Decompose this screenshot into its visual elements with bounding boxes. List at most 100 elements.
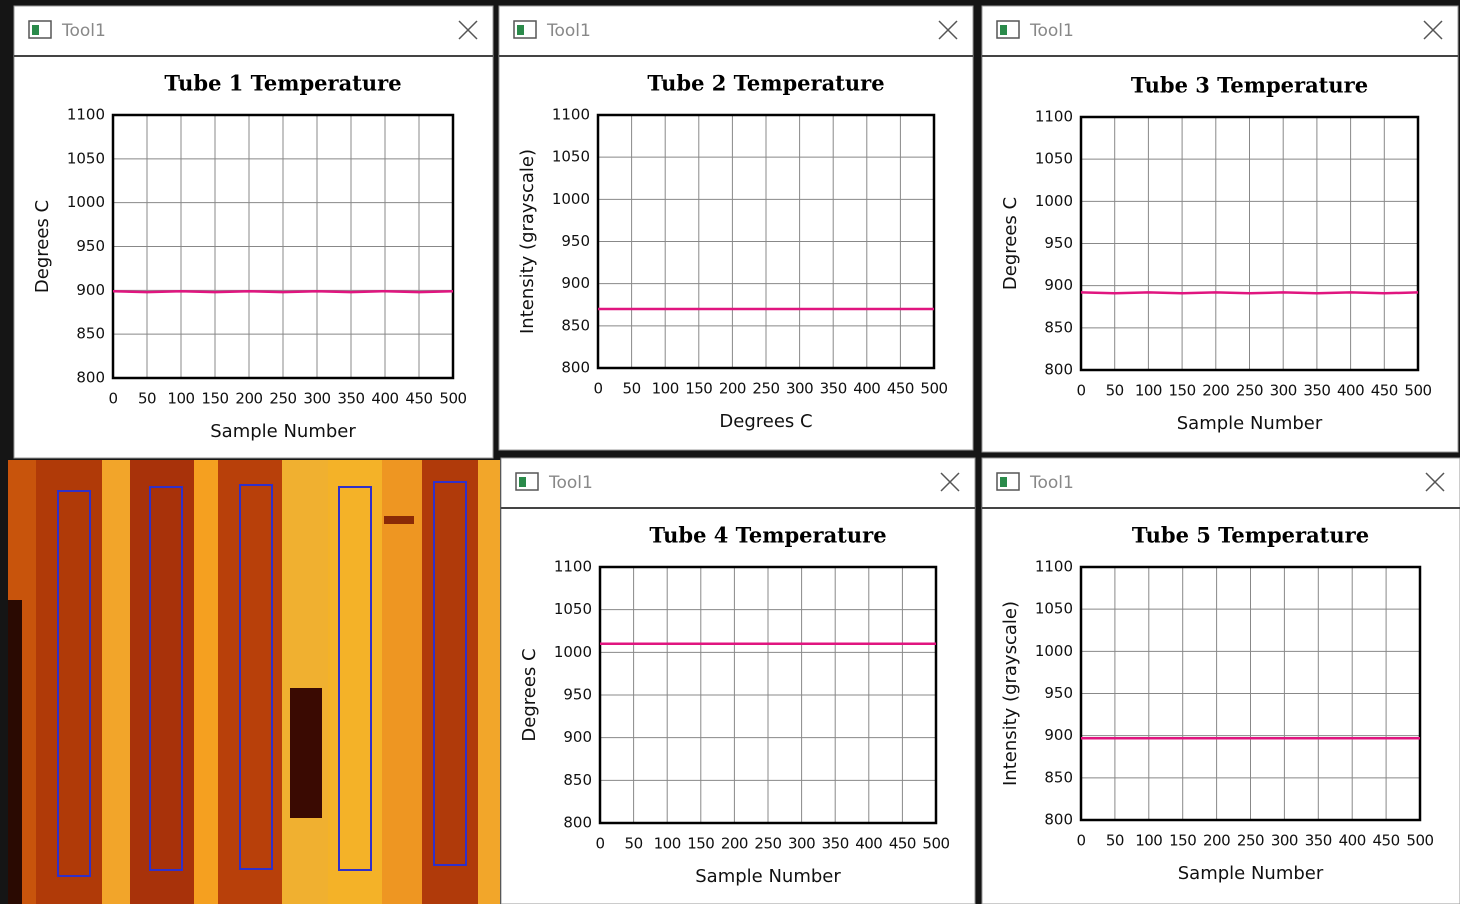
y-tick-label: 1100 [1035,108,1073,126]
y-tick-label: 1100 [67,106,105,124]
x-tick-label: 400 [1339,832,1366,850]
window-title: Tool1 [61,21,106,41]
x-tick-label: 350 [820,380,847,398]
x-tick-label: 50 [623,380,641,398]
y-tick-label: 850 [563,771,592,789]
close-icon [940,472,960,492]
image-stripe [478,460,500,904]
y-tick-label: 850 [76,325,105,343]
window-icon [519,477,526,487]
chart: Tube 3 Temperature8008509009501000105011… [1000,73,1432,435]
close-button[interactable] [940,472,960,492]
y-tick-label: 950 [76,237,105,255]
x-tick-label: 0 [593,380,602,398]
close-button[interactable] [458,20,478,40]
x-tick-label: 50 [625,835,643,853]
y-tick-label: 900 [76,281,105,299]
y-tick-label: 850 [561,316,590,334]
x-tick-label: 400 [855,835,882,853]
y-tick-label: 1000 [1035,192,1073,210]
x-tick-label: 200 [721,835,748,853]
x-tick-label: 450 [889,835,916,853]
chart-title: Tube 3 Temperature [1131,73,1368,98]
y-tick-label: 900 [563,728,592,746]
y-tick-label: 850 [1044,318,1073,336]
data-line [1080,291,1419,295]
y-tick-label: 1000 [554,643,592,661]
y-tick-label: 800 [561,359,590,377]
y-tick-label: 950 [561,232,590,250]
chart-title: Tube 1 Temperature [164,71,401,96]
roi-box [239,484,273,870]
y-tick-label: 950 [1044,234,1073,252]
close-button[interactable] [1423,20,1443,40]
x-tick-label: 250 [1236,382,1263,400]
x-tick-label: 450 [1371,382,1398,400]
plot-frame [111,113,455,380]
chart: Tube 4 Temperature8008509009501000105011… [519,523,950,888]
x-axis-label: Sample Number [695,866,841,887]
y-tick-label: 1050 [554,600,592,618]
window-title: Tool1 [548,473,593,493]
x-tick-label: 450 [405,390,432,408]
x-tick-label: 500 [920,380,947,398]
close-icon [1425,472,1445,492]
thermal-image [8,460,500,904]
chart-title: Tube 5 Temperature [1132,523,1369,548]
window-icon [517,25,524,35]
x-tick-label: 450 [1373,832,1400,850]
plot-frame [598,565,938,825]
x-tick-label: 500 [439,390,466,408]
x-tick-label: 200 [1203,832,1230,850]
image-stripe [422,460,478,904]
plot-frame [1079,115,1420,372]
plot-frame [596,113,936,370]
x-tick-label: 400 [1337,382,1364,400]
x-tick-label: 350 [822,835,849,853]
x-axis-label: Sample Number [1177,413,1323,434]
y-axis-label: Degrees C [519,648,540,741]
image-stripe [290,688,322,818]
y-tick-label: 900 [1044,276,1073,294]
x-tick-label: 250 [752,380,779,398]
close-icon [1423,20,1443,40]
x-tick-label: 150 [1169,832,1196,850]
image-stripe [102,460,130,904]
y-tick-label: 850 [1044,768,1073,786]
window-frame [498,5,974,451]
x-tick-label: 200 [235,390,262,408]
y-tick-label: 800 [1044,811,1073,829]
image-stripe [328,460,382,904]
y-tick-label: 1100 [1035,558,1073,576]
x-tick-label: 150 [685,380,712,398]
x-tick-label: 150 [201,390,228,408]
image-stripe [282,460,328,904]
close-icon [458,20,478,40]
window-icon [1000,477,1007,487]
x-tick-label: 300 [1270,382,1297,400]
close-button[interactable] [1425,472,1445,492]
x-tick-label: 100 [654,835,681,853]
y-tick-label: 1100 [554,558,592,576]
x-tick-label: 400 [371,390,398,408]
x-tick-label: 300 [786,380,813,398]
data-line [112,289,454,294]
y-axis-label: Degrees C [32,200,53,293]
x-tick-label: 100 [1135,832,1162,850]
y-tick-label: 800 [76,369,105,387]
x-tick-label: 300 [303,390,330,408]
close-button[interactable] [938,20,958,40]
chart: Tube 5 Temperature8008509009501000105011… [1000,523,1434,885]
window-frame [981,5,1459,453]
x-tick-label: 150 [687,835,714,853]
x-tick-label: 100 [167,390,194,408]
y-tick-label: 1000 [1035,642,1073,660]
y-tick-label: 1050 [1035,600,1073,618]
x-tick-label: 200 [1202,382,1229,400]
y-axis-label: Intensity (grayscale) [517,149,538,334]
